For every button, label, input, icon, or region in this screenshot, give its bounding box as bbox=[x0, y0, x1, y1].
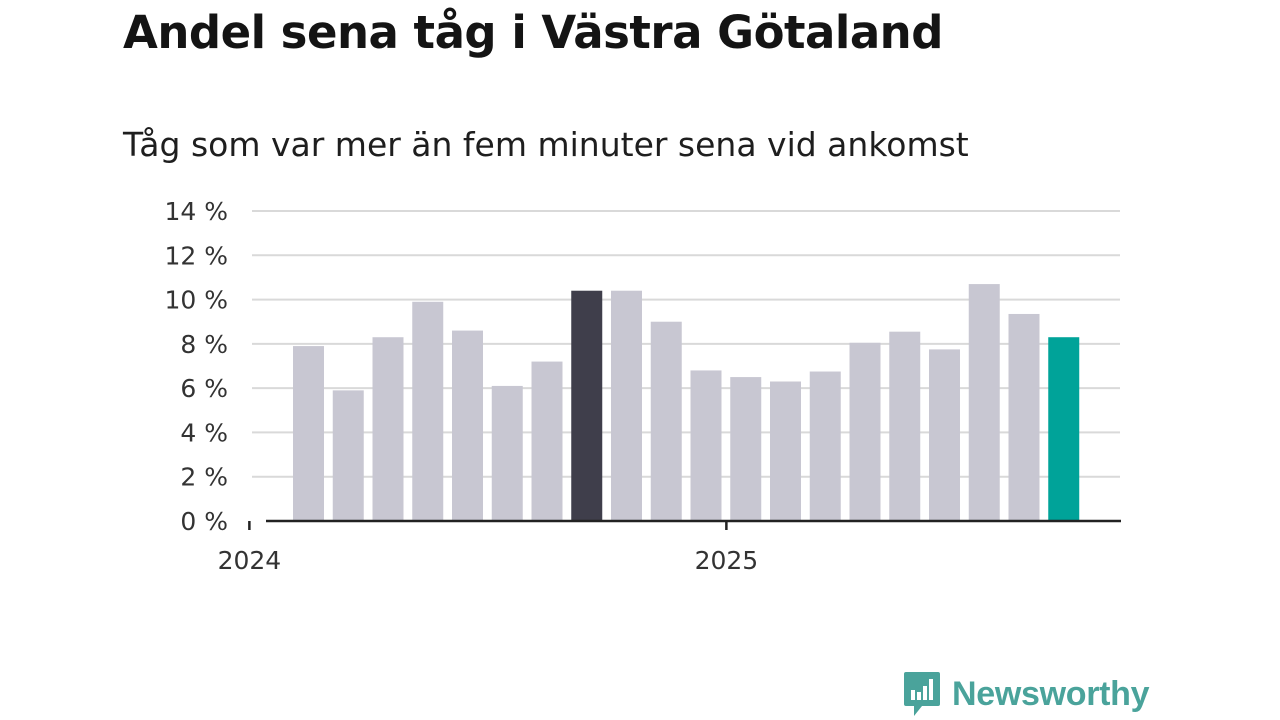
y-tick-label: 2 % bbox=[180, 463, 228, 492]
y-tick-label: 10 % bbox=[164, 286, 228, 315]
y-axis-labels: 0 % 2 % 4 % 6 % 8 % 10 % 12 % 14 % bbox=[164, 197, 228, 536]
x-tick-label: 2024 bbox=[218, 546, 282, 575]
bar-2024-12[interactable] bbox=[690, 370, 722, 521]
bar-2024-09[interactable] bbox=[571, 290, 603, 521]
bar-2025-08[interactable] bbox=[1008, 313, 1040, 521]
bar-2025-03[interactable] bbox=[809, 371, 841, 521]
bar-2024-02[interactable] bbox=[293, 346, 324, 521]
bar-2024-08[interactable] bbox=[531, 361, 563, 521]
brand-name: Newsworthy bbox=[952, 674, 1150, 713]
chart-title: Andel sena tåg i Västra Götaland bbox=[123, 6, 943, 59]
y-tick-label: 0 % bbox=[180, 507, 228, 536]
y-tick-label: 8 % bbox=[180, 330, 228, 359]
bar-2024-07[interactable] bbox=[491, 385, 523, 521]
bar-2025-02[interactable] bbox=[770, 381, 801, 522]
bar-chart-logo-icon bbox=[904, 672, 940, 716]
bar-2024-10[interactable] bbox=[611, 290, 642, 521]
bar-2025-07[interactable] bbox=[968, 284, 1000, 521]
bar-2025-04[interactable] bbox=[849, 342, 881, 521]
bar-2025-06[interactable] bbox=[929, 349, 960, 521]
bar-2025-01[interactable] bbox=[730, 377, 762, 521]
bar-2024-04[interactable] bbox=[372, 337, 404, 521]
bar-2025-05[interactable] bbox=[889, 331, 921, 521]
newsworthy-logo[interactable]: Newsworthy bbox=[902, 670, 1150, 718]
bar-chart: 0 % 2 % 4 % 6 % 8 % 10 % 12 % 14 % 2024 2025 bbox=[164, 197, 1121, 575]
y-tick-label: 14 % bbox=[164, 197, 228, 226]
bar-2024-11[interactable] bbox=[650, 321, 682, 521]
x-tick-label: 2025 bbox=[695, 546, 759, 575]
bars bbox=[293, 284, 1080, 522]
y-tick-label: 6 % bbox=[180, 374, 228, 403]
bar-2025-09[interactable] bbox=[1048, 337, 1080, 521]
bar-2024-03[interactable] bbox=[332, 390, 364, 521]
x-axis: 2024 2025 bbox=[218, 519, 1121, 575]
bar-2024-05[interactable] bbox=[412, 301, 444, 521]
y-tick-label: 12 % bbox=[164, 241, 228, 270]
bar-2024-06[interactable] bbox=[452, 330, 483, 521]
y-tick-label: 4 % bbox=[180, 418, 228, 447]
chart-subtitle: Tåg som var mer än fem minuter sena vid … bbox=[123, 125, 969, 164]
